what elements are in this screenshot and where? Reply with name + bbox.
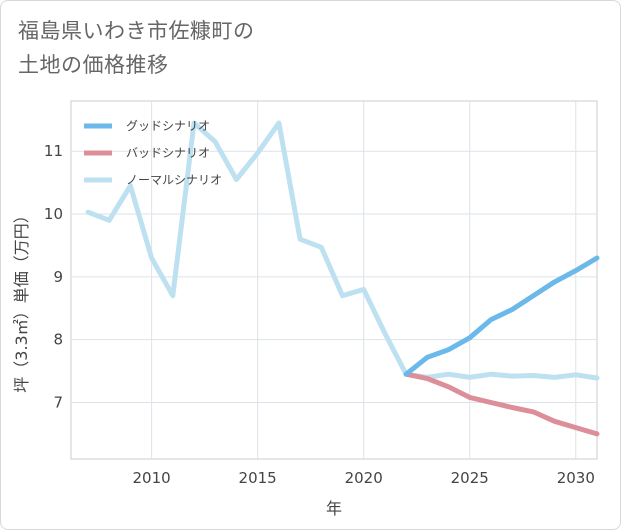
x-tick-label: 2010 (133, 469, 171, 487)
series-line-1 (403, 371, 600, 437)
series-line-2 (85, 120, 600, 381)
y-axis-label: 坪（3.3㎡）単価（万円） (12, 207, 31, 392)
x-axis-label: 年 (326, 499, 342, 518)
y-tick-label: 11 (44, 142, 63, 160)
y-tick-label: 10 (44, 205, 63, 223)
legend-label-2: ノーマルシナリオ (126, 173, 222, 187)
y-tick-label: 8 (53, 331, 63, 349)
legend-label-0: グッドシナリオ (126, 119, 210, 133)
x-tick-label: 2030 (557, 469, 595, 487)
grid-lines (71, 101, 597, 459)
legend-label-1: バッドシナリオ (126, 146, 210, 160)
series-lines (85, 120, 600, 437)
chart-title-line-2: 土地の価格推移 (18, 53, 169, 77)
x-tick-label: 2015 (239, 469, 277, 487)
y-tick-label: 7 (53, 393, 63, 411)
chart-title: 福島県いわき市佐糠町の 土地の価格推移 (18, 14, 438, 82)
y-tick-label: 9 (53, 268, 63, 286)
series-line-0 (403, 255, 600, 377)
tick-labels: 2010 2015 2020 2025 2030 7 8 9 10 11 (44, 142, 595, 487)
x-tick-label: 2025 (451, 469, 489, 487)
x-tick-label: 2020 (345, 469, 383, 487)
chart-title-line-1: 福島県いわき市佐糠町の (18, 19, 255, 43)
